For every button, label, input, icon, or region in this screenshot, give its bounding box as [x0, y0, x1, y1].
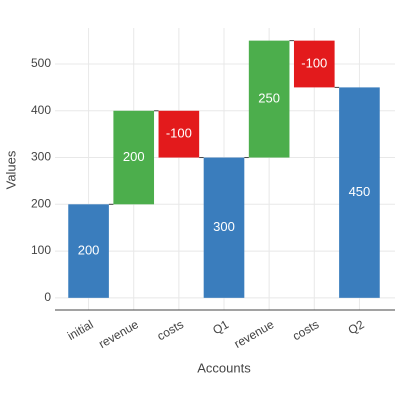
x-tick-label: initial [65, 317, 96, 343]
value-label: 450 [349, 184, 371, 199]
value-label: -100 [166, 126, 192, 141]
y-tick-label: 400 [31, 103, 51, 117]
x-tick-label: Q1 [210, 317, 231, 337]
value-label: 300 [213, 219, 235, 234]
x-tick-label: Q2 [346, 317, 367, 337]
bar [68, 204, 109, 298]
value-label: 200 [78, 243, 100, 258]
y-tick-label: 100 [31, 243, 51, 257]
bar [293, 40, 335, 88]
y-tick-label: 0 [44, 290, 51, 304]
bar [113, 110, 155, 205]
x-tick-label: revenue [232, 317, 277, 351]
y-tick-label: 300 [31, 150, 51, 164]
bar [203, 157, 245, 298]
x-tick-label: costs [155, 317, 186, 343]
x-tick-label: costs [290, 317, 321, 343]
value-label: 250 [258, 91, 280, 106]
bar [248, 40, 290, 158]
x-tick-label: revenue [96, 317, 141, 351]
x-axis-title: Accounts [197, 360, 251, 375]
y-tick-label: 200 [31, 196, 51, 210]
bar [158, 110, 200, 158]
y-axis-title: Values [3, 150, 18, 189]
bar [339, 87, 380, 298]
value-label: 200 [123, 149, 145, 164]
y-tick-label: 500 [31, 56, 51, 70]
value-label: -100 [301, 55, 327, 70]
